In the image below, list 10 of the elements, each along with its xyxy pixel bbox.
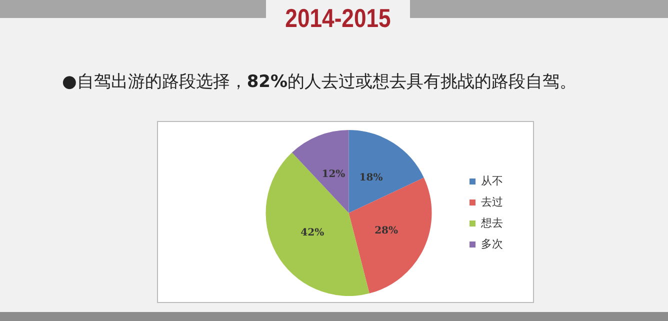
legend-label: 去过 [481,195,503,208]
data-label: 18% [359,172,384,184]
legend-label: 多次 [481,237,503,250]
data-label: 28% [374,225,399,236]
legend-label: 想去 [480,216,503,230]
data-label: 12% [322,169,346,180]
data-label: 42% [300,228,325,239]
chart-subtitle: ●自驾出游的路段选择，82%的人去过或想去具有挑战的路段自驾。 [62,72,577,92]
chart-title: 2014-2015 [284,2,392,35]
legend-label: 从不 [481,174,503,188]
